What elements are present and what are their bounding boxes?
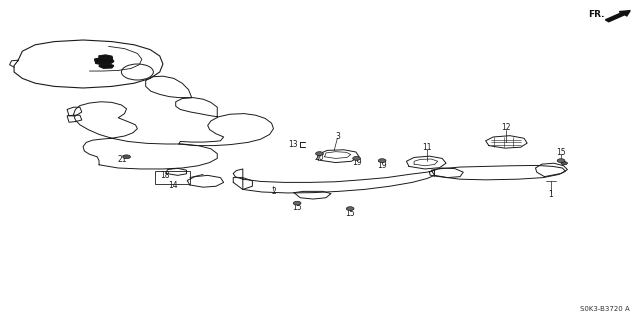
Circle shape — [123, 155, 130, 159]
Text: 19: 19 — [377, 161, 387, 170]
Text: 12: 12 — [502, 123, 511, 132]
Circle shape — [346, 207, 354, 211]
Polygon shape — [99, 64, 114, 68]
Polygon shape — [95, 58, 114, 65]
Text: 19: 19 — [351, 158, 362, 167]
Bar — [155, 171, 190, 184]
Circle shape — [353, 156, 360, 160]
Text: S0K3-B3720 A: S0K3-B3720 A — [580, 306, 629, 312]
Text: 18: 18 — [160, 172, 169, 180]
Text: 2: 2 — [271, 188, 276, 196]
Circle shape — [316, 152, 323, 156]
Polygon shape — [99, 55, 112, 59]
Circle shape — [293, 201, 301, 205]
Text: 13: 13 — [288, 140, 298, 149]
Circle shape — [378, 159, 386, 163]
Text: 15: 15 — [345, 209, 355, 218]
Text: 15: 15 — [556, 148, 566, 157]
Text: 20: 20 — [314, 153, 325, 162]
Text: 15: 15 — [292, 203, 302, 212]
Text: 3: 3 — [335, 132, 340, 141]
Circle shape — [557, 159, 565, 163]
FancyArrow shape — [605, 11, 630, 22]
Text: 11: 11 — [422, 143, 431, 152]
Circle shape — [561, 162, 567, 165]
Text: 14: 14 — [167, 181, 178, 190]
Text: 21: 21 — [118, 155, 127, 164]
Text: 1: 1 — [548, 190, 553, 199]
Text: FR.: FR. — [588, 10, 604, 19]
